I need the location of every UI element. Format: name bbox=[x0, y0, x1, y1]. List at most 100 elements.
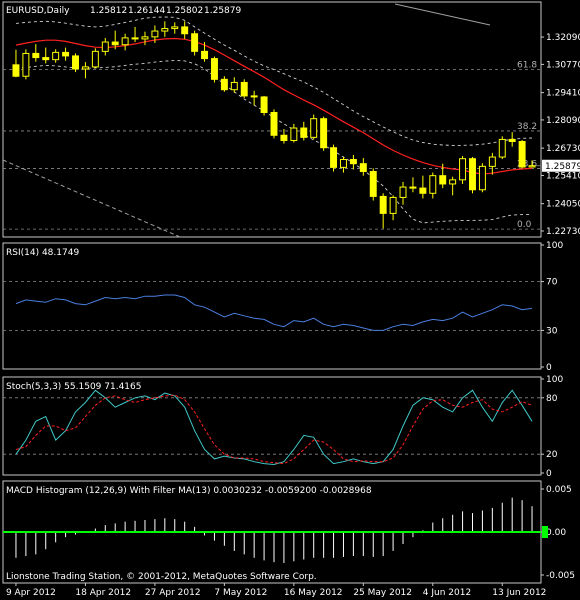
price-axis-tick-label: 1.24050 bbox=[546, 200, 580, 210]
candle-body bbox=[310, 118, 318, 138]
x-axis-label: 13 Jun 2012 bbox=[492, 588, 546, 598]
candle-body bbox=[260, 96, 268, 113]
candle-body bbox=[250, 95, 258, 98]
candle-body bbox=[171, 26, 179, 30]
candle-body bbox=[528, 165, 536, 168]
candle-body bbox=[429, 175, 437, 194]
candle-body bbox=[42, 57, 50, 61]
candle-body bbox=[359, 163, 367, 173]
candle-body bbox=[488, 156, 496, 167]
stoch-axis-tick-label: 100 bbox=[546, 375, 563, 385]
price-axis-tick-label: 1.30770 bbox=[546, 60, 580, 70]
ohlc-close: 1.25879 bbox=[204, 6, 241, 16]
macd-title: MACD Histogram (12,26,9) With Filter MA(… bbox=[6, 486, 372, 496]
trendline-upper bbox=[394, 3, 491, 26]
x-axis-label: 25 May 2012 bbox=[353, 588, 412, 598]
ohlc-readout: 1.25812 1.26144 1.25802 1.25879 bbox=[90, 6, 241, 16]
candle-body bbox=[389, 196, 397, 214]
candle-body bbox=[72, 55, 79, 70]
macd-axis-tick-label: 0.00 bbox=[546, 528, 566, 538]
candle-body bbox=[210, 58, 218, 80]
candle-body bbox=[290, 127, 298, 141]
candle-body bbox=[419, 187, 427, 194]
candle-body bbox=[498, 138, 506, 158]
price-title: EURUSD,Daily bbox=[6, 6, 70, 16]
candle-body bbox=[240, 81, 248, 97]
price-axis-tick-label: 1.29410 bbox=[546, 89, 580, 99]
fib-level-label: 0.0 bbox=[517, 220, 532, 230]
candle-body bbox=[12, 64, 20, 77]
rsi-axis-tick-label: 0 bbox=[546, 363, 552, 373]
candle-body bbox=[181, 26, 189, 35]
macd-filter-marker bbox=[542, 526, 548, 538]
price-axis-tick-label: 1.26730 bbox=[546, 144, 580, 154]
candle-body bbox=[32, 52, 40, 59]
candle-body bbox=[409, 186, 417, 189]
candle-body bbox=[320, 118, 328, 149]
fib-level-label: 61.8 bbox=[517, 60, 537, 70]
rsi-pane-frame bbox=[2, 242, 542, 370]
stoch-axis-tick-label: 20 bbox=[546, 450, 558, 460]
candle-body bbox=[121, 37, 129, 46]
rsi-title: RSI(14) 48.1749 bbox=[6, 248, 79, 258]
stoch-pane[interactable]: 100 80 20 0 bbox=[2, 375, 563, 479]
stoch-main-line bbox=[15, 389, 533, 466]
candle-body bbox=[62, 51, 70, 57]
candle-body bbox=[101, 41, 109, 52]
candle-body bbox=[439, 175, 447, 185]
candle-body bbox=[339, 159, 347, 168]
candle-body bbox=[349, 159, 357, 165]
ohlc-high: 1.26144 bbox=[128, 6, 165, 16]
candle-body bbox=[449, 179, 457, 185]
candle-body bbox=[81, 66, 89, 70]
candle-body bbox=[508, 138, 516, 142]
price-axis-tick-label: 1.25410 bbox=[546, 171, 580, 181]
fib-level-label: 23.6 bbox=[517, 159, 537, 169]
candle-body bbox=[22, 52, 30, 77]
lower-band-line bbox=[15, 60, 533, 224]
ohlc-low: 1.25802 bbox=[166, 6, 203, 16]
x-axis-label: 18 Apr 2012 bbox=[75, 588, 131, 598]
fib-level-label: 38.2 bbox=[517, 122, 537, 132]
candle-body bbox=[379, 195, 387, 214]
candle-body bbox=[161, 28, 169, 32]
rsi-axis-tick-label: 70 bbox=[546, 278, 558, 288]
candle-body bbox=[151, 30, 159, 38]
stoch-pane-frame bbox=[2, 376, 542, 476]
price-axis-tick-label: 1.32090 bbox=[546, 33, 580, 43]
candle-body bbox=[220, 78, 228, 91]
candle-body bbox=[518, 140, 526, 168]
macd-pane[interactable]: 0.005 0.00 -0.005 bbox=[2, 480, 575, 584]
x-axis-label: 16 May 2012 bbox=[284, 588, 343, 598]
stoch-title: Stoch(5,3,3) 55.1509 71.4165 bbox=[6, 382, 141, 392]
candle-body bbox=[201, 50, 209, 60]
x-axis-label: 27 Apr 2012 bbox=[145, 588, 201, 598]
ohlc-open: 1.25812 bbox=[90, 6, 127, 16]
macd-axis-tick-label: 0.005 bbox=[546, 485, 572, 495]
rsi-pane[interactable]: 100 70 30 0 bbox=[2, 241, 563, 373]
candle-body bbox=[52, 51, 60, 61]
current-price-box bbox=[542, 159, 580, 172]
candle-body bbox=[459, 158, 467, 181]
current-price-label: 1.25879 bbox=[545, 162, 580, 172]
price-axis-tick-label: 1.22730 bbox=[546, 227, 580, 237]
candle-body bbox=[369, 171, 377, 197]
candle-body bbox=[478, 165, 486, 191]
rsi-axis-tick-label: 30 bbox=[546, 326, 558, 336]
candle-body bbox=[399, 186, 407, 198]
price-pane[interactable]: 1.32090 1.30770 1.29410 1.28090 1.26730 1.254… bbox=[2, 1, 580, 238]
candle-body bbox=[91, 50, 99, 68]
upper-band-line bbox=[15, 16, 533, 146]
candle-body bbox=[191, 33, 199, 52]
candle-body bbox=[131, 37, 139, 40]
candle-body bbox=[230, 81, 238, 91]
stoch-axis-tick-label: 80 bbox=[546, 394, 558, 404]
stoch-axis-tick-label: 0 bbox=[546, 469, 552, 479]
candle-body bbox=[469, 158, 476, 191]
candle-body bbox=[330, 147, 338, 168]
x-axis: 9 Apr 2012 18 Apr 2012 27 Apr 2012 7 May 20… bbox=[6, 583, 546, 598]
candle-body bbox=[141, 36, 149, 40]
x-axis-label: 7 May 2012 bbox=[214, 588, 267, 598]
